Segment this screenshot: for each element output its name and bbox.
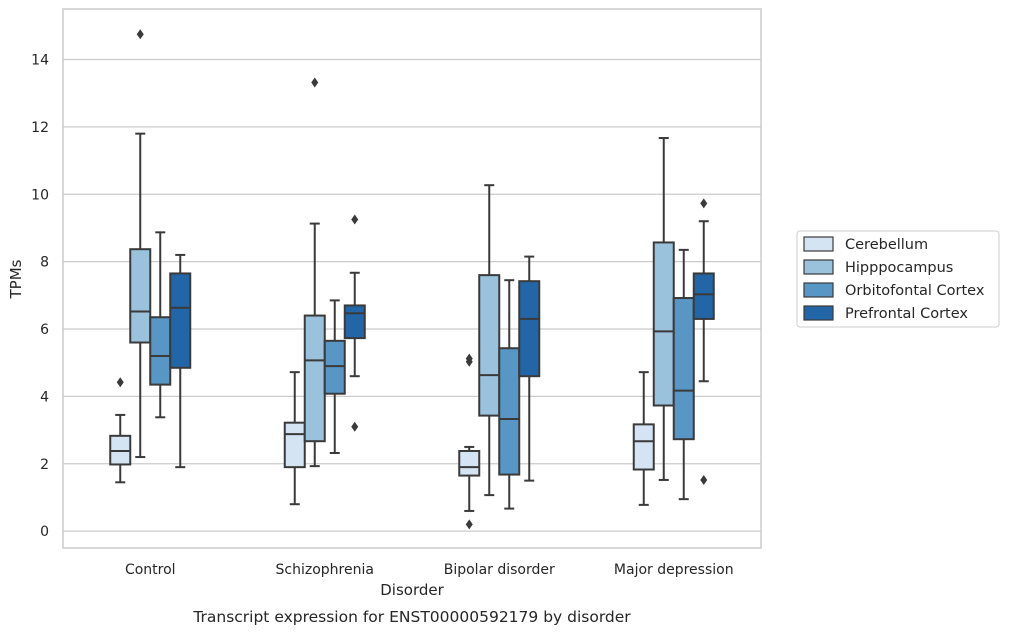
outlier-point xyxy=(465,519,473,530)
box-4-2 xyxy=(343,214,366,432)
y-tick-label: 6 xyxy=(40,322,49,338)
y-tick-label: 8 xyxy=(40,255,49,271)
box-body xyxy=(632,423,655,471)
box-body xyxy=(169,272,192,369)
box-body xyxy=(478,274,501,417)
box-1-3 xyxy=(458,353,481,530)
legend-swatch xyxy=(803,236,834,252)
legend: Cerebellum Hipppocampus Orbitofontal Corte… xyxy=(796,230,1000,328)
x-tick-label: Bipolar disorder xyxy=(444,562,555,578)
box-1-1 xyxy=(109,377,132,484)
legend-swatch xyxy=(803,259,834,275)
box-body xyxy=(498,347,521,476)
outlier-point xyxy=(116,377,124,388)
y-tick-labels: 0 2 4 6 8 10 12 14 xyxy=(31,53,49,541)
box-2-3 xyxy=(478,184,501,497)
x-tick-label: Major depression xyxy=(614,562,734,578)
box-1-2 xyxy=(283,371,306,506)
x-tick-label: Control xyxy=(125,562,176,578)
box-body xyxy=(692,272,715,320)
box-body xyxy=(303,314,326,443)
chart-caption: Transcript expression for ENST0000059217… xyxy=(192,608,631,626)
box-3-2 xyxy=(323,299,346,455)
box-body xyxy=(149,316,172,386)
x-tick-labels: Control Schizophrenia Bipolar disorder Majo… xyxy=(125,562,734,578)
y-tick-label: 14 xyxy=(31,53,49,69)
box-body xyxy=(283,421,306,469)
box-3-1 xyxy=(149,231,172,419)
y-tick-label: 0 xyxy=(40,524,49,540)
box-body xyxy=(129,248,152,344)
box-body xyxy=(518,280,541,378)
x-tick-label: Schizophrenia xyxy=(276,562,374,578)
outlier-point xyxy=(351,421,359,432)
legend-label: Cerebellum xyxy=(845,237,928,253)
legend-frame xyxy=(796,230,1000,328)
outlier-point xyxy=(136,29,144,40)
box-body xyxy=(672,297,695,441)
box-4-1 xyxy=(169,253,192,469)
box-4-4 xyxy=(692,198,715,485)
legend-label: Hipppocampus xyxy=(845,260,953,276)
outlier-point xyxy=(700,198,708,209)
legend-label: Prefrontal Cortex xyxy=(845,306,968,322)
y-tick-label: 2 xyxy=(40,457,49,473)
box-body xyxy=(343,304,366,340)
x-axis-label: Disorder xyxy=(380,581,444,599)
plot-frame xyxy=(62,8,762,549)
outlier-point xyxy=(700,474,708,485)
box-body xyxy=(323,339,346,395)
legend-swatch xyxy=(803,282,834,298)
outlier-point xyxy=(311,77,319,88)
box-2-1 xyxy=(129,29,152,459)
box-3-3 xyxy=(498,279,521,510)
legend-swatch xyxy=(803,305,834,321)
y-tick-label: 4 xyxy=(40,389,49,405)
box-1-4 xyxy=(632,371,655,506)
outlier-point xyxy=(465,353,473,364)
box-4-3 xyxy=(518,255,541,482)
legend-label: Orbitofontal Cortex xyxy=(845,283,985,299)
outlier-point xyxy=(351,214,359,225)
y-axis-label: TPMs xyxy=(7,259,25,299)
box-body xyxy=(652,241,675,407)
y-tick-label: 12 xyxy=(31,120,49,136)
box-plots xyxy=(109,29,715,530)
box-3-4 xyxy=(672,248,695,501)
y-tick-label: 10 xyxy=(31,187,49,203)
box-body xyxy=(458,449,481,477)
